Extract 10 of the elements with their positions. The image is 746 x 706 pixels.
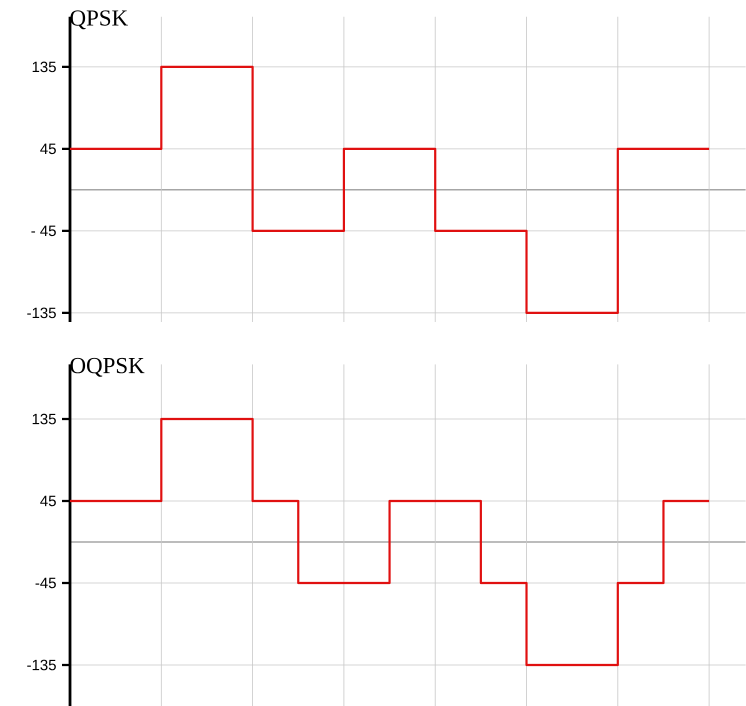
y-tick-label: 135 [32,414,56,424]
y-tick-label: 135 [32,62,56,72]
y-tick-label: 45 [40,496,56,506]
y-tick-label: -45 [36,578,56,588]
chart-title: OQPSK [70,358,144,377]
y-tick-label: -135 [27,308,56,318]
y-tick-label: 45 [40,144,56,154]
chart-title: QPSK [70,10,128,30]
y-tick-label: -135 [27,660,56,670]
y-tick-label: - 45 [31,226,56,236]
